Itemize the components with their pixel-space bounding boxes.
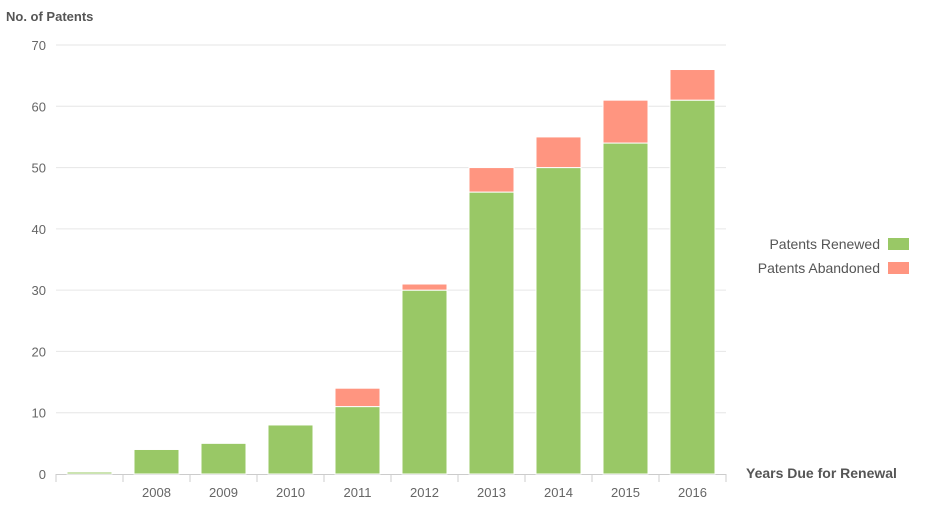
x-tick-label: 2013: [477, 485, 506, 500]
y-tick-label: 0: [39, 467, 46, 482]
x-tick-label: 2009: [209, 485, 238, 500]
x-tick-label: 2008: [142, 485, 171, 500]
y-tick-label: 10: [32, 406, 46, 421]
y-tick-label: 30: [32, 283, 46, 298]
y-tick-label: 20: [32, 344, 46, 359]
y-tick-label: 60: [32, 99, 46, 114]
x-tick-label: 2010: [276, 485, 305, 500]
y-axis-title: No. of Patents: [6, 9, 93, 24]
bar-abandoned: [335, 388, 380, 406]
bar-abandoned: [469, 168, 514, 193]
bar-renewed: [603, 143, 648, 474]
legend-item-renewed[interactable]: Patents Renewed: [700, 232, 909, 256]
bar-renewed: [670, 100, 715, 474]
x-tick-label: 2012: [410, 485, 439, 500]
bar-abandoned: [603, 100, 648, 143]
bar-renewed: [536, 168, 581, 474]
x-tick-label: 2015: [611, 485, 640, 500]
legend-label-renewed: Patents Renewed: [769, 236, 880, 252]
x-axis-title: Years Due for Renewal: [746, 465, 897, 481]
bar-renewed: [469, 192, 514, 474]
x-tick-label: 2016: [678, 485, 707, 500]
x-tick-label: 2011: [344, 485, 372, 500]
bar-abandoned: [536, 137, 581, 168]
bar-renewed: [134, 449, 179, 474]
legend-swatch-abandoned: [888, 262, 909, 274]
legend-item-abandoned[interactable]: Patents Abandoned: [700, 256, 909, 280]
y-tick-label: 70: [32, 38, 46, 53]
y-tick-label: 40: [32, 222, 46, 237]
bar-renewed: [335, 407, 380, 474]
y-tick-label: 50: [32, 161, 46, 176]
x-tick-label: 2014: [544, 485, 573, 500]
legend-label-abandoned: Patents Abandoned: [758, 260, 880, 276]
bar-renewed: [67, 472, 112, 474]
bar-abandoned: [670, 70, 715, 101]
legend: Patents Renewed Patents Abandoned: [700, 232, 909, 280]
bar-renewed: [402, 290, 447, 474]
legend-swatch-renewed: [888, 238, 909, 250]
bar-abandoned: [402, 284, 447, 290]
bar-renewed: [201, 443, 246, 474]
bar-renewed: [268, 425, 313, 474]
